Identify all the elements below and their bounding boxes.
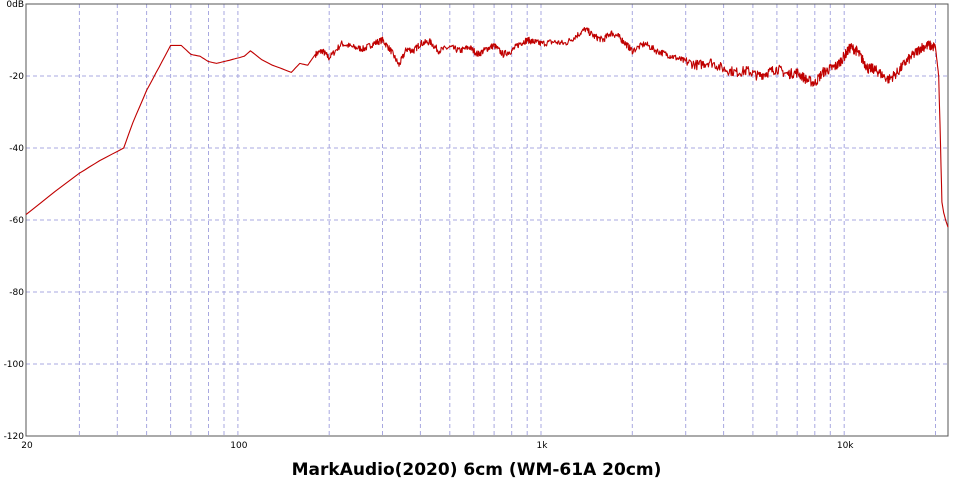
y-tick-label: 0dB <box>6 0 24 10</box>
x-tick-label: 20 <box>21 441 33 451</box>
grid-lines <box>25 4 948 436</box>
chart-title: MarkAudio(2020) 6cm (WM-61A 20cm) <box>291 460 662 480</box>
response-curve <box>25 27 949 228</box>
y-tick-label: -60 <box>9 216 24 226</box>
frequency-response-chart: 0dB -20 -40 -60 -80 -100 -120 20 100 1k 10k <box>4 0 949 451</box>
y-tick-label: -120 <box>4 432 25 442</box>
y-tick-label: -20 <box>9 72 24 82</box>
y-tick-label: -40 <box>9 144 24 154</box>
x-tick-label: 1k <box>537 441 549 451</box>
x-tick-label: 10k <box>837 441 854 451</box>
x-tick-label: 100 <box>230 441 247 451</box>
y-axis-ticks: 0dB -20 -40 -60 -80 -100 -120 <box>4 0 25 442</box>
x-axis-ticks: 20 100 1k 10k <box>21 441 854 451</box>
plot-frame <box>25 3 949 437</box>
y-tick-label: -100 <box>4 360 25 370</box>
y-tick-label: -80 <box>9 288 24 298</box>
